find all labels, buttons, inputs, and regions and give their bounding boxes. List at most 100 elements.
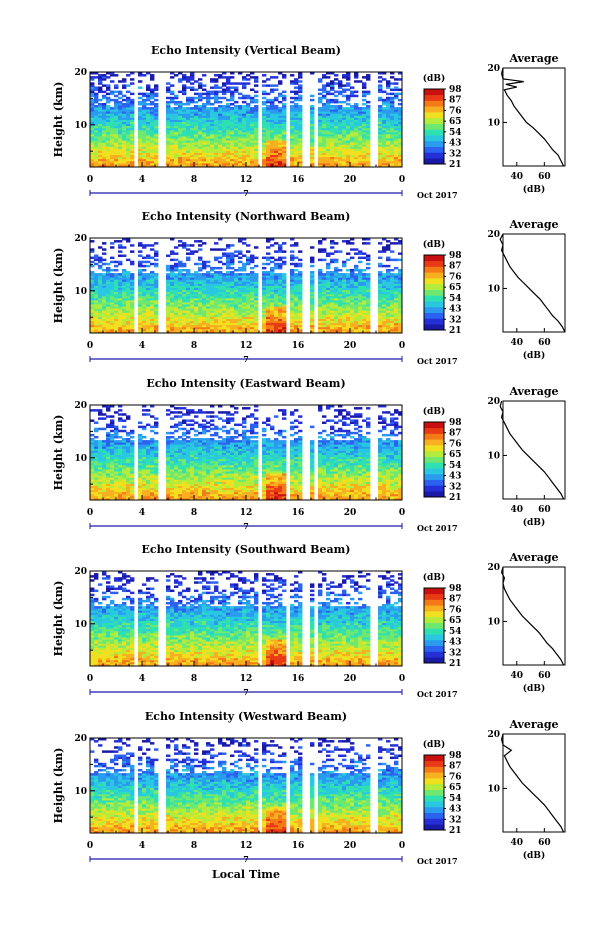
heatmap-cell — [346, 123, 351, 127]
heatmap-cell — [102, 324, 107, 328]
heatmap-cell — [214, 123, 219, 127]
heatmap-cell — [226, 111, 231, 114]
heatmap-cell — [190, 86, 195, 89]
heatmap-cell — [170, 111, 175, 114]
heatmap-cell — [222, 72, 227, 75]
heatmap-cell — [222, 144, 227, 147]
heatmap-cell — [250, 256, 255, 260]
heatmap-cell — [170, 273, 175, 276]
heatmap-cell — [350, 92, 355, 96]
heatmap-cell — [206, 107, 211, 110]
heatmap-cell — [130, 119, 135, 122]
heatmap-cell — [342, 281, 347, 284]
heatmap-cell — [182, 123, 187, 127]
heatmap-cell — [94, 158, 99, 162]
heatmap-cell — [390, 281, 395, 284]
heatmap-cell — [238, 107, 243, 110]
heatmap-cell — [150, 164, 155, 168]
heatmap-cell — [290, 302, 295, 305]
heatmap-cell — [130, 293, 135, 297]
heatmap-cell — [90, 121, 95, 125]
heatmap-cell — [278, 314, 283, 317]
heatmap-cell — [274, 76, 279, 79]
colorbar-swatch — [424, 94, 444, 101]
heatmap-cell — [322, 314, 327, 317]
heatmap-cell — [382, 248, 387, 251]
heatmap-cell — [262, 318, 267, 322]
heatmap-cell — [102, 273, 107, 276]
heatmap-cell — [238, 240, 243, 243]
heatmap-cell — [322, 111, 327, 114]
heatmap-cell — [102, 308, 107, 311]
heatmap-cell — [326, 293, 331, 297]
heatmap-cell — [290, 306, 295, 309]
heatmap-cell — [154, 277, 159, 280]
heatmap-cell — [246, 324, 251, 328]
heatmap-cell — [94, 291, 99, 295]
heatmap-cell — [170, 295, 175, 299]
heatmap-cell — [142, 283, 147, 286]
heatmap-cell — [326, 279, 331, 282]
heatmap-cell — [90, 320, 95, 324]
heatmap-cell — [310, 328, 315, 332]
heatmap-cell — [114, 90, 119, 94]
heatmap-cell — [214, 258, 219, 262]
heatmap-cell — [322, 125, 327, 129]
heatmap-cell — [190, 299, 195, 303]
heatmap-cell — [338, 158, 343, 162]
heatmap-cell — [382, 111, 387, 114]
heatmap-cell — [194, 328, 199, 332]
heatmap-cell — [222, 113, 227, 116]
heatmap-cell — [98, 260, 103, 264]
heatmap-cell — [230, 164, 235, 168]
heatmap-cell — [238, 306, 243, 309]
heatmap-cell — [298, 133, 303, 137]
heatmap-cell — [378, 281, 383, 284]
heatmap-cell — [142, 121, 147, 125]
heatmap-cell — [138, 242, 143, 245]
heatmap-cell — [110, 80, 115, 83]
heatmap-cell — [98, 320, 103, 324]
heatmap-cell — [262, 100, 267, 104]
heatmap-cell — [250, 287, 255, 291]
heatmap-cell — [242, 295, 247, 299]
heatmap-cell — [146, 287, 151, 291]
heatmap-cell — [278, 129, 283, 133]
heatmap-cell — [318, 136, 323, 139]
heatmap-cell — [282, 109, 287, 112]
heatmap-cell — [130, 148, 135, 151]
heatmap-cell — [226, 156, 231, 160]
heatmap-cell — [278, 150, 283, 153]
heatmap-cell — [354, 156, 359, 160]
heatmap-cell — [198, 324, 203, 328]
heatmap-cell — [298, 306, 303, 309]
heatmap-cell — [366, 90, 371, 94]
heatmap-cell — [298, 299, 303, 303]
heatmap-cell — [330, 320, 335, 324]
heatmap-cell — [222, 324, 227, 328]
heatmap-cell — [358, 324, 363, 328]
heatmap-cell — [246, 302, 251, 305]
heatmap-cell — [358, 268, 363, 272]
heatmap-cell — [310, 113, 315, 116]
heatmap-cell — [278, 158, 283, 162]
heatmap-cell — [186, 78, 191, 81]
heatmap-cell — [194, 291, 199, 295]
heatmap-cell — [94, 131, 99, 135]
heatmap-cell — [146, 297, 151, 301]
heatmap-cell — [282, 136, 287, 139]
heatmap-cell — [326, 306, 331, 309]
heatmap-cell — [350, 113, 355, 116]
heatmap-cell — [398, 144, 403, 147]
heatmap-cell — [238, 146, 243, 149]
heatmap-cell — [130, 123, 135, 127]
heatmap-cell — [234, 121, 239, 125]
heatmap-cell — [90, 306, 95, 309]
heatmap-cell — [202, 131, 207, 135]
heatmap-cell — [346, 117, 351, 120]
heatmap-cell — [166, 264, 171, 268]
heatmap-cell — [310, 320, 315, 324]
heatmap-cell — [238, 131, 243, 135]
heatmap-cell — [198, 306, 203, 309]
heatmap-cell — [186, 138, 191, 141]
